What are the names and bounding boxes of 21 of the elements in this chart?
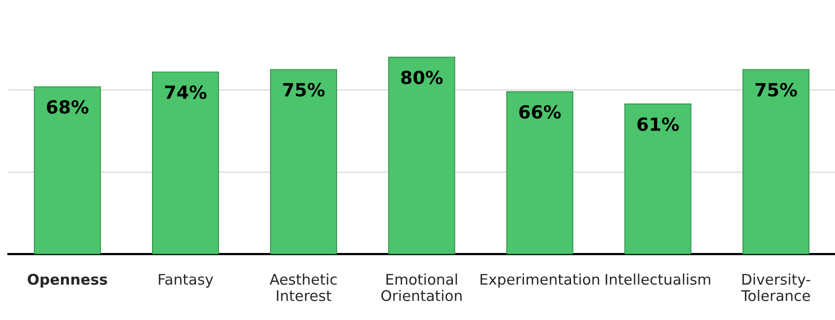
bar xyxy=(152,72,219,254)
x-tick-label: Fantasy xyxy=(158,274,214,288)
x-tick-label: Aesthetic Interest xyxy=(270,274,337,302)
bar xyxy=(742,69,810,254)
bar xyxy=(34,86,101,254)
data-label: 80% xyxy=(401,70,443,84)
x-tick-label: Openness xyxy=(28,274,108,288)
bar xyxy=(506,91,574,254)
bar xyxy=(624,104,692,254)
data-label: 66% xyxy=(519,105,561,119)
x-tick-label: Experimentation xyxy=(480,274,600,288)
x-tick-label: Emotional Orientation xyxy=(381,274,462,302)
bar xyxy=(270,69,338,254)
bar xyxy=(388,56,456,254)
x-tick-label: Diversity- Tolerance xyxy=(741,274,810,302)
data-label: 75% xyxy=(756,82,797,97)
data-label: 75% xyxy=(283,82,325,97)
x-tick-label: Intellectualism xyxy=(606,274,710,285)
data-label: 68% xyxy=(46,100,88,114)
data-label: 61% xyxy=(637,117,679,132)
data-label: 74% xyxy=(165,85,207,100)
